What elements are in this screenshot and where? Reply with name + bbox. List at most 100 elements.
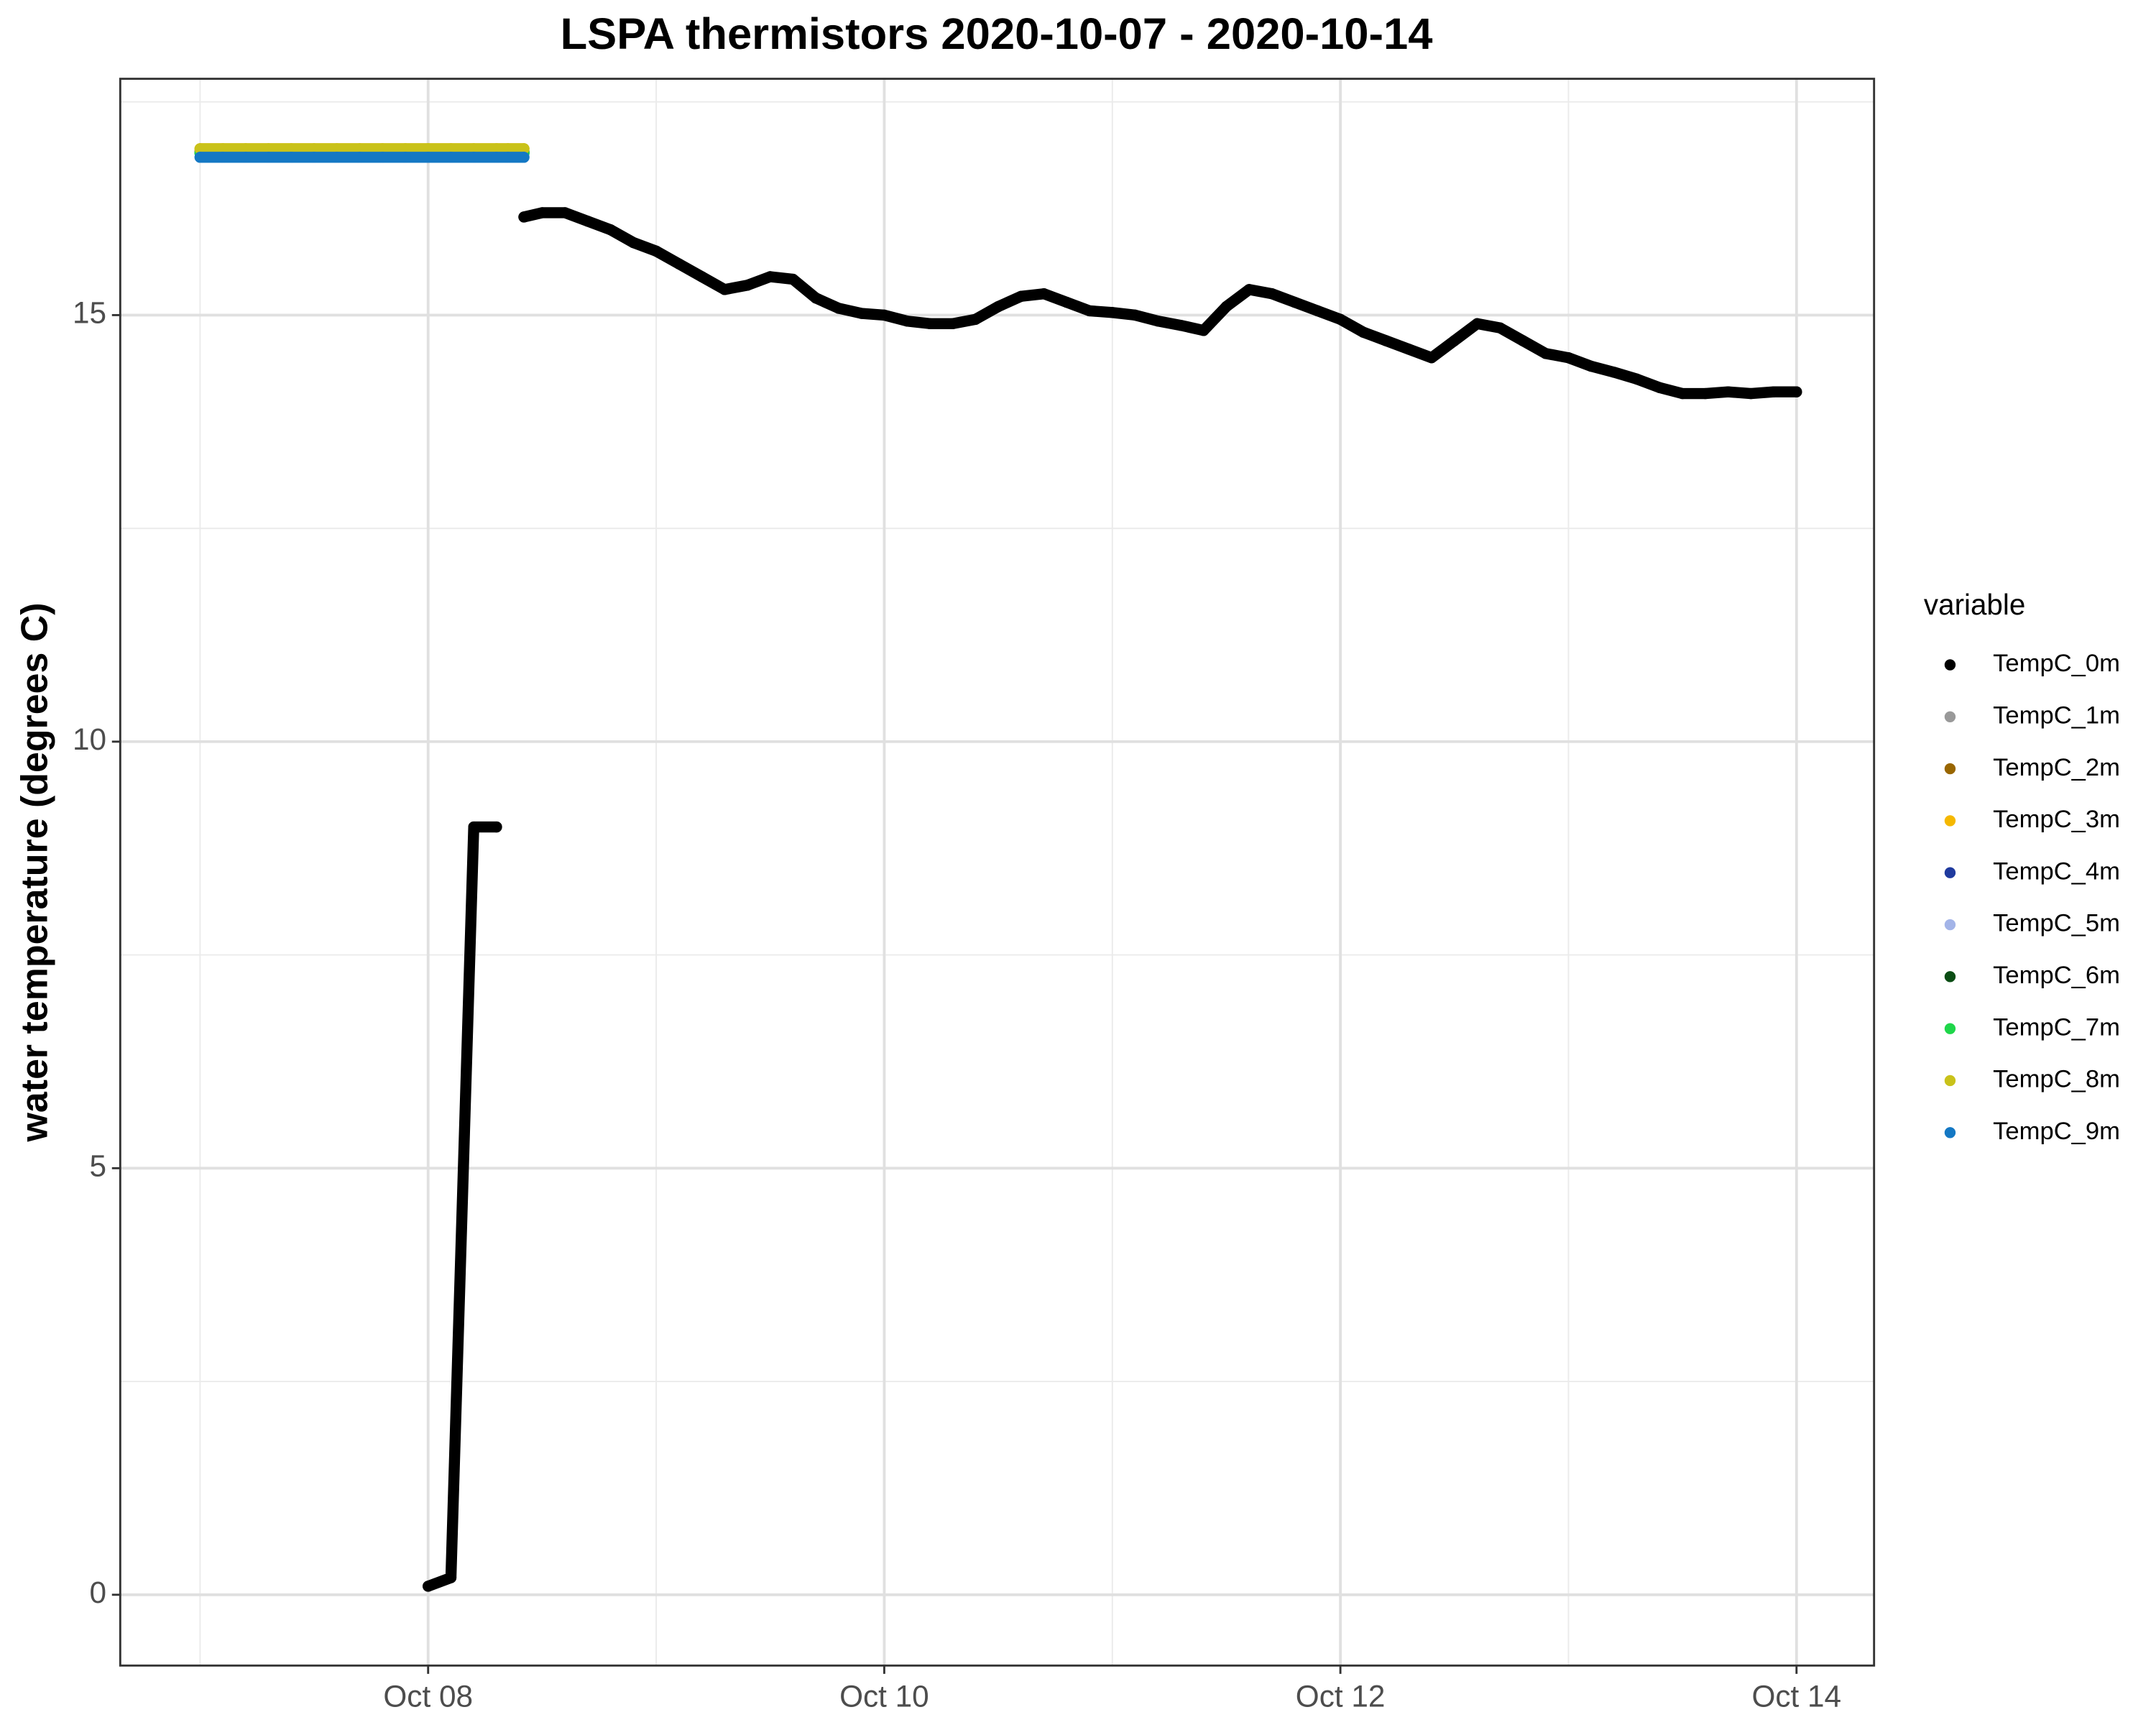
legend-marker (1944, 919, 1956, 931)
legend-label: TempC_8m (1993, 1066, 2120, 1093)
legend-label: TempC_0m (1993, 650, 2120, 677)
point (445, 152, 457, 163)
point (194, 152, 206, 163)
point (924, 318, 936, 329)
point (1700, 387, 1711, 400)
plot-marks (194, 143, 1802, 1592)
point (400, 152, 411, 163)
point (1471, 318, 1483, 329)
point (1312, 305, 1324, 317)
point (377, 143, 388, 155)
legend-label: TempC_4m (1993, 857, 2120, 885)
legend-label: TempC_7m (1993, 1013, 2120, 1041)
point (1266, 288, 1278, 300)
point (1654, 382, 1666, 393)
x-tick-label: Oct 12 (1296, 1680, 1386, 1714)
point (468, 143, 479, 155)
y-axis-title: water temperature (degrees C) (14, 602, 56, 1142)
point (331, 152, 343, 163)
axes: 0 5 10 15 Oct 08 Oct 10 Oct 12 Oct 14 (73, 296, 1841, 1714)
point (673, 258, 685, 270)
point (787, 273, 799, 285)
point (559, 207, 571, 218)
point (1289, 296, 1301, 308)
point (627, 236, 640, 249)
point (1449, 335, 1460, 346)
x-tick-label: Oct 10 (839, 1680, 929, 1714)
point (992, 300, 1004, 313)
legend-marker (1944, 1127, 1956, 1138)
legend-marker (1944, 763, 1956, 775)
point (468, 821, 479, 833)
point (308, 143, 320, 155)
point (810, 292, 821, 304)
point (518, 211, 530, 223)
point (1426, 352, 1437, 364)
point (1175, 319, 1187, 331)
point (262, 143, 275, 155)
point (331, 143, 343, 155)
point (240, 143, 252, 155)
point (742, 280, 753, 291)
point (855, 308, 867, 319)
point (946, 318, 959, 329)
point (1540, 348, 1552, 359)
point (1198, 325, 1210, 336)
x-tick-label: Oct 08 (383, 1680, 473, 1714)
legend-label: TempC_1m (1993, 702, 2120, 729)
point (285, 152, 298, 163)
y-tick-label: 15 (73, 296, 106, 330)
point (377, 152, 388, 163)
point (1562, 352, 1575, 364)
y-tick-label: 0 (90, 1576, 107, 1609)
point (518, 143, 530, 155)
point (217, 143, 229, 155)
point (1220, 300, 1233, 313)
point (1243, 284, 1255, 295)
point (878, 309, 890, 321)
point (901, 316, 913, 327)
point (445, 143, 457, 155)
y-tick-label: 10 (73, 722, 106, 756)
point (194, 143, 206, 155)
legend-marker (1944, 815, 1956, 827)
point (1677, 387, 1688, 400)
point (1791, 386, 1802, 397)
legend-marker (1944, 1075, 1956, 1087)
y-tick-label: 5 (90, 1149, 107, 1182)
legend-marker (1944, 971, 1956, 983)
point (491, 152, 502, 163)
point (833, 303, 844, 314)
point (1631, 373, 1643, 385)
legend-label: TempC_3m (1993, 806, 2120, 833)
point (650, 245, 662, 257)
point (1494, 322, 1506, 334)
legend-label: TempC_9m (1993, 1118, 2120, 1145)
point (502, 143, 514, 155)
point (285, 143, 298, 155)
legend-label: TempC_6m (1993, 962, 2120, 989)
point (400, 143, 411, 155)
legend-label: TempC_2m (1993, 754, 2120, 781)
point (1152, 316, 1164, 327)
legend: variable TempC_0m TempC_1m TempC_2m TempC_3… (1924, 588, 2120, 1145)
point (502, 152, 514, 163)
plot-border (119, 78, 1876, 1667)
point (308, 152, 320, 163)
point (1768, 386, 1779, 397)
point (1608, 367, 1620, 378)
point (1015, 290, 1027, 302)
chart-title: LSPA thermistors 2020-10-07 - 2020-10-14 (561, 9, 1433, 59)
point (1107, 307, 1118, 318)
point (491, 143, 502, 155)
legend-marker (1944, 867, 1956, 878)
point (1084, 305, 1095, 317)
point (1585, 360, 1597, 372)
point (354, 143, 366, 155)
point (423, 143, 434, 155)
point (1722, 386, 1734, 397)
point (696, 271, 708, 282)
point (423, 1581, 434, 1592)
